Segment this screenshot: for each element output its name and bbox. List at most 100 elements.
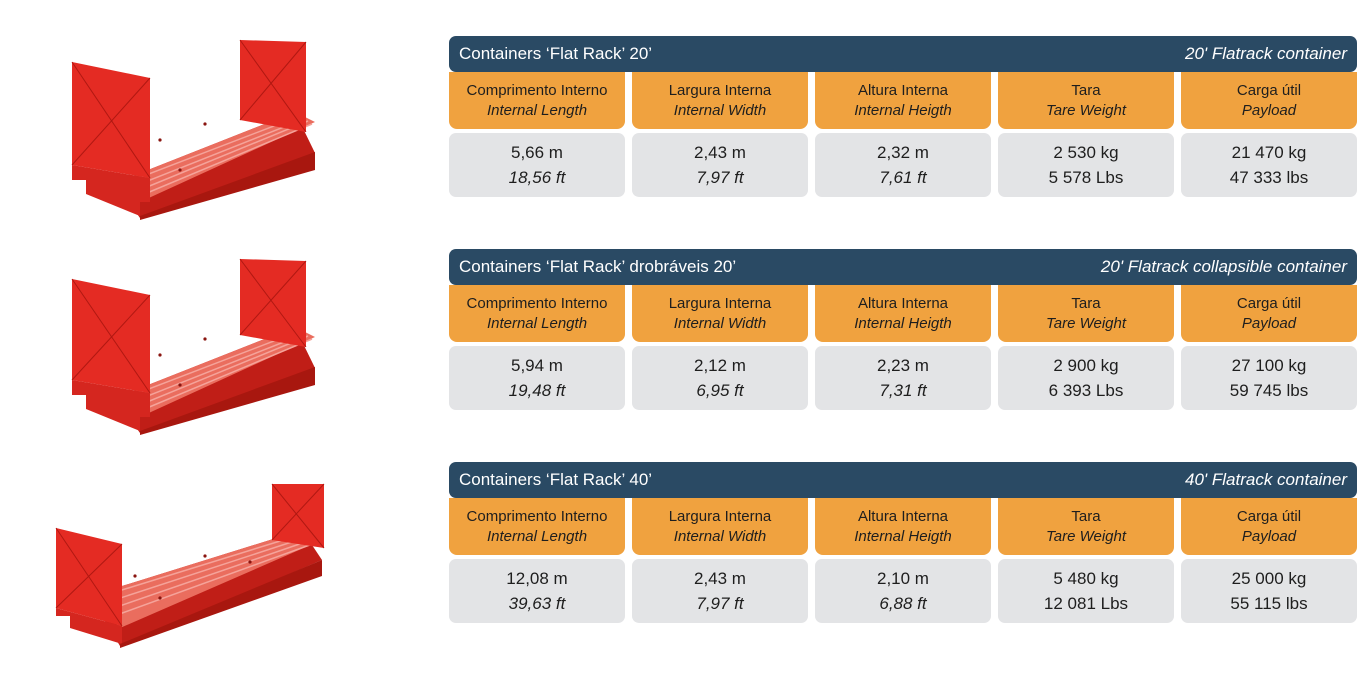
column-header: Largura Interna Internal Width	[632, 72, 808, 129]
label-en: Internal Length	[486, 101, 588, 119]
column-tare-weight: Tara Tare Weight 2 530 kg 5 578 Lbs	[998, 72, 1174, 197]
value-imperial: 55 115 lbs	[1230, 594, 1308, 613]
label-pt: Tara	[1071, 81, 1101, 99]
label-pt: Altura Interna	[857, 507, 949, 525]
label-pt: Largura Interna	[668, 81, 772, 99]
value-imperial: 19,48 ft	[508, 381, 566, 400]
label-en: Payload	[1241, 527, 1297, 545]
table-header: Containers ‘Flat Rack’ drobráveis 20’ 20…	[449, 249, 1357, 285]
label-pt: Tara	[1071, 294, 1101, 312]
value-imperial: 6 393 Lbs	[1048, 381, 1124, 400]
label-pt: Altura Interna	[857, 81, 949, 99]
label-en: Payload	[1241, 101, 1297, 119]
value-metric: 5,94 m	[511, 356, 563, 375]
column-tare-weight: Tara Tare Weight 2 900 kg 6 393 Lbs	[998, 285, 1174, 410]
label-pt: Carga útil	[1236, 294, 1302, 312]
value-imperial: 18,56 ft	[508, 168, 566, 187]
column-header: Tara Tare Weight	[998, 72, 1174, 129]
value-metric: 2,43 m	[694, 143, 746, 162]
value-cell: 2,32 m 7,61 ft	[815, 133, 991, 197]
column-header: Carga útil Payload	[1181, 285, 1357, 342]
value-imperial: 12 081 Lbs	[1043, 594, 1129, 613]
value-metric: 12,08 m	[506, 569, 568, 588]
value-cell: 5,94 m 19,48 ft	[449, 346, 625, 410]
column-header: Altura Interna Internal Heigth	[815, 285, 991, 342]
column-header: Largura Interna Internal Width	[632, 498, 808, 555]
value-cell: 2,12 m 6,95 ft	[632, 346, 808, 410]
value-cell: 2,43 m 7,97 ft	[632, 133, 808, 197]
value-cell: 2,23 m 7,31 ft	[815, 346, 991, 410]
table-subtitle: 40' Flatrack container	[1185, 470, 1347, 489]
table-header: Containers ‘Flat Rack’ 20’ 20' Flatrack …	[449, 36, 1357, 72]
value-imperial: 7,97 ft	[696, 594, 744, 613]
value-imperial: 5 578 Lbs	[1048, 168, 1124, 187]
value-cell: 2,43 m 7,97 ft	[632, 559, 808, 623]
value-cell: 12,08 m 39,63 ft	[449, 559, 625, 623]
column-payload: Carga útil Payload 25 000 kg 55 115 lbs	[1181, 498, 1357, 623]
label-en: Tare Weight	[1045, 314, 1127, 332]
flatrack-20-collapsible-section: Containers ‘Flat Rack’ drobráveis 20’ 20…	[0, 235, 1357, 435]
value-metric: 2,12 m	[694, 356, 746, 375]
value-metric: 2 900 kg	[1053, 356, 1119, 375]
value-cell: 27 100 kg 59 745 lbs	[1181, 346, 1357, 410]
column-internal-length: Comprimento Interno Internal Length 5,94…	[449, 285, 625, 410]
column-header: Altura Interna Internal Heigth	[815, 498, 991, 555]
value-cell: 5,66 m 18,56 ft	[449, 133, 625, 197]
column-internal-length: Comprimento Interno Internal Length 12,0…	[449, 498, 625, 623]
column-header: Carga útil Payload	[1181, 72, 1357, 129]
table-subtitle: 20' Flatrack collapsible container	[1100, 257, 1347, 276]
label-en: Internal Width	[673, 101, 767, 119]
column-header: Altura Interna Internal Heigth	[815, 72, 991, 129]
table-header: Containers ‘Flat Rack’ 40’ 40' Flatrack …	[449, 462, 1357, 498]
table-title: Containers ‘Flat Rack’ 20’	[459, 44, 653, 63]
flatrack-40-container-illustration	[40, 448, 340, 648]
value-cell: 21 470 kg 47 333 lbs	[1181, 133, 1357, 197]
label-pt: Largura Interna	[668, 507, 772, 525]
value-metric: 5 480 kg	[1053, 569, 1119, 588]
column-internal-height: Altura Interna Internal Heigth 2,10 m 6,…	[815, 498, 991, 623]
value-metric: 27 100 kg	[1231, 356, 1307, 375]
column-tare-weight: Tara Tare Weight 5 480 kg 12 081 Lbs	[998, 498, 1174, 623]
column-internal-width: Largura Interna Internal Width 2,43 m 7,…	[632, 498, 808, 623]
value-cell: 2 530 kg 5 578 Lbs	[998, 133, 1174, 197]
column-internal-length: Comprimento Interno Internal Length 5,66…	[449, 72, 625, 197]
column-payload: Carga útil Payload 21 470 kg 47 333 lbs	[1181, 72, 1357, 197]
flatrack-20-container-illustration	[40, 20, 340, 220]
table-subtitle: 20' Flatrack container	[1185, 44, 1347, 63]
label-en: Payload	[1241, 314, 1297, 332]
value-metric: 25 000 kg	[1231, 569, 1307, 588]
value-imperial: 7,31 ft	[879, 381, 927, 400]
column-header: Largura Interna Internal Width	[632, 285, 808, 342]
value-metric: 2,43 m	[694, 569, 746, 588]
label-pt: Carga útil	[1236, 81, 1302, 99]
value-metric: 21 470 kg	[1231, 143, 1307, 162]
label-pt: Carga útil	[1236, 507, 1302, 525]
column-header: Comprimento Interno Internal Length	[449, 498, 625, 555]
value-imperial: 6,88 ft	[879, 594, 927, 613]
value-cell: 2,10 m 6,88 ft	[815, 559, 991, 623]
flatrack-40-section: Containers ‘Flat Rack’ 40’ 40' Flatrack …	[0, 448, 1357, 648]
value-metric: 5,66 m	[511, 143, 563, 162]
value-cell: 5 480 kg 12 081 Lbs	[998, 559, 1174, 623]
value-imperial: 47 333 lbs	[1229, 168, 1309, 187]
value-metric: 2 530 kg	[1053, 143, 1119, 162]
value-cell: 25 000 kg 55 115 lbs	[1181, 559, 1357, 623]
label-en: Internal Length	[486, 314, 588, 332]
value-metric: 2,23 m	[877, 356, 929, 375]
value-metric: 2,32 m	[877, 143, 929, 162]
label-en: Internal Heigth	[854, 527, 952, 545]
value-metric: 2,10 m	[877, 569, 929, 588]
flatrack-20-section: Containers ‘Flat Rack’ 20’ 20' Flatrack …	[0, 20, 1357, 220]
label-pt: Altura Interna	[857, 294, 949, 312]
label-pt: Comprimento Interno	[466, 81, 608, 99]
value-imperial: 7,61 ft	[879, 168, 927, 187]
column-payload: Carga útil Payload 27 100 kg 59 745 lbs	[1181, 285, 1357, 410]
label-en: Tare Weight	[1045, 527, 1127, 545]
column-internal-width: Largura Interna Internal Width 2,43 m 7,…	[632, 72, 808, 197]
value-imperial: 7,97 ft	[696, 168, 744, 187]
column-internal-height: Altura Interna Internal Heigth 2,32 m 7,…	[815, 72, 991, 197]
label-en: Internal Heigth	[854, 101, 952, 119]
label-pt: Tara	[1071, 507, 1101, 525]
label-en: Tare Weight	[1045, 101, 1127, 119]
column-header: Carga útil Payload	[1181, 498, 1357, 555]
